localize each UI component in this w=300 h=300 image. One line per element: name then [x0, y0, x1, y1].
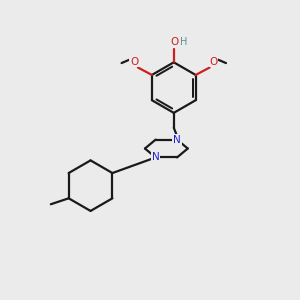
Text: H: H	[180, 37, 187, 46]
Text: N: N	[152, 152, 160, 162]
Text: O: O	[130, 57, 138, 67]
Text: O: O	[170, 37, 178, 46]
Text: O: O	[209, 57, 217, 67]
Text: N: N	[173, 135, 181, 145]
